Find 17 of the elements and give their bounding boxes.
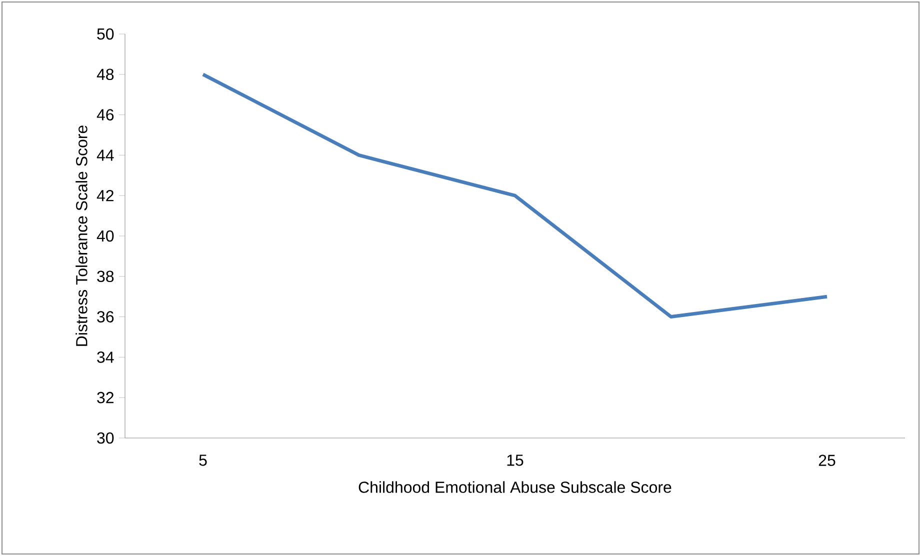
line-series bbox=[201, 72, 829, 319]
y-tick-label: 46 bbox=[96, 109, 114, 120]
y-tick-label: 50 bbox=[97, 28, 114, 40]
y-tick-label: 48 bbox=[96, 68, 114, 80]
y-tick-label: 44 bbox=[96, 150, 114, 161]
y-tick-label: 32 bbox=[97, 392, 114, 404]
x-tick-label: 25 bbox=[818, 454, 836, 466]
x-tick-label: 15 bbox=[507, 454, 524, 466]
y-tick-label: 30 bbox=[97, 432, 114, 444]
y-tick-label: 36 bbox=[97, 311, 114, 322]
x-tick-label: 5 bbox=[199, 454, 207, 466]
y-tick-label: 42 bbox=[96, 190, 114, 202]
y-axis-title: Distress Tolerance Scale Score bbox=[76, 126, 88, 346]
y-tick-label: 38 bbox=[97, 270, 114, 282]
y-tick-label: 40 bbox=[96, 230, 114, 242]
y-tick-label: 34 bbox=[97, 352, 114, 363]
x-axis-title: Childhood Emotional Abuse Subscale Score bbox=[358, 481, 672, 493]
